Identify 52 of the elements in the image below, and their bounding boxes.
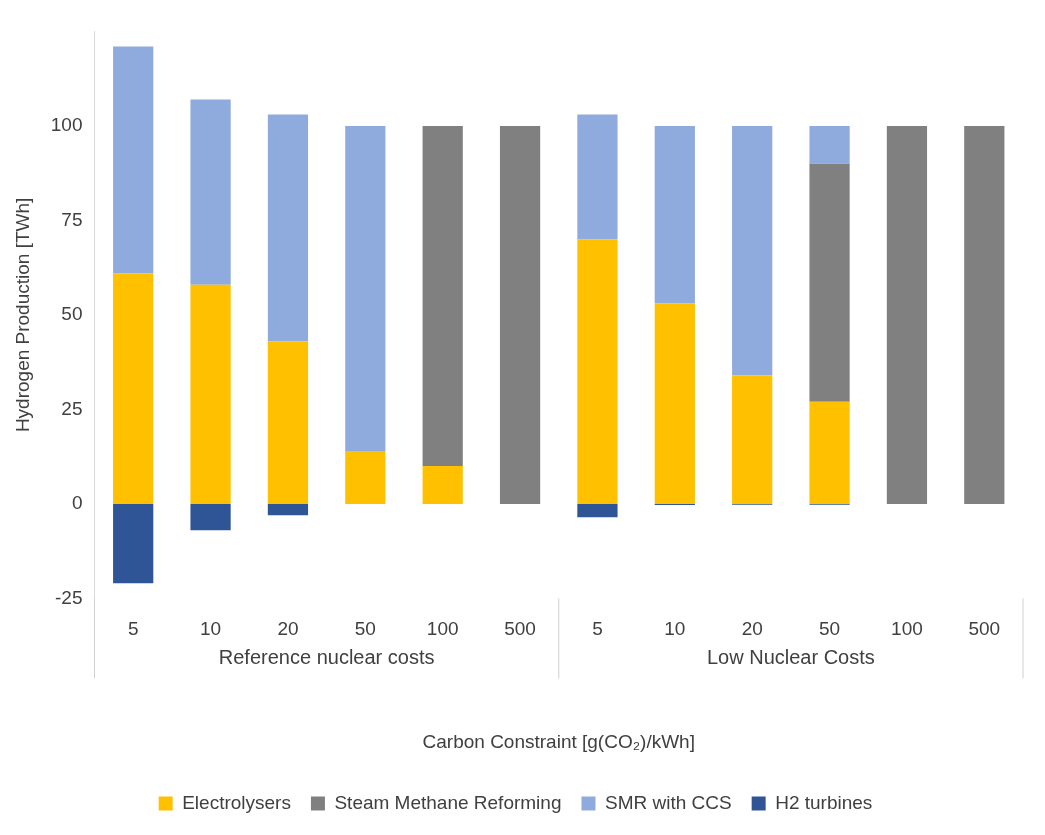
bar — [113, 273, 154, 504]
bar — [190, 284, 231, 504]
x-tick-label: 500 — [504, 618, 536, 640]
bar — [113, 46, 154, 274]
legend-label: SMR with CCS — [604, 791, 732, 813]
y-tick-label: 75 — [61, 208, 83, 230]
bar — [422, 466, 463, 504]
x-tick-label: 100 — [891, 618, 923, 640]
legend-label: Electrolysers — [182, 791, 291, 813]
bar — [499, 125, 541, 504]
y-tick-label: -25 — [55, 586, 83, 608]
bar — [809, 125, 850, 164]
x-tick-label: 20 — [741, 618, 763, 640]
x-tick-label: 20 — [277, 618, 299, 640]
bar — [732, 125, 773, 376]
x-tick-label: 10 — [664, 618, 686, 640]
bar — [345, 125, 386, 451]
bar — [809, 401, 850, 504]
legend-label: Steam Methane Reforming — [334, 791, 562, 813]
x-tick-label: 50 — [354, 618, 376, 640]
x-tick-label: 5 — [127, 618, 139, 640]
bar — [732, 375, 773, 504]
bar — [809, 163, 850, 402]
bar — [654, 303, 695, 504]
x-axis-title: Carbon Constraint [g(CO₂)/kWh] — [422, 730, 695, 752]
bar — [113, 503, 154, 584]
y-axis-title: Hydrogen Production [TWh] — [11, 197, 33, 433]
y-tick-label: 25 — [61, 397, 83, 419]
bar — [577, 503, 618, 518]
bar — [267, 341, 309, 504]
y-tick-label: 0 — [71, 492, 83, 514]
bar — [345, 450, 386, 504]
bar — [190, 99, 231, 285]
bar — [422, 125, 463, 467]
x-tick-label: 5 — [592, 618, 603, 640]
y-tick-label: 100 — [50, 114, 83, 136]
x-tick-label: 50 — [818, 618, 841, 640]
bar — [577, 114, 618, 240]
bar — [577, 239, 618, 504]
y-tick-label: 50 — [61, 303, 83, 325]
legend-label: H2 turbines — [775, 791, 873, 813]
bar — [267, 114, 309, 342]
x-tick-label: 100 — [426, 618, 459, 640]
x-tick-label: 500 — [968, 618, 1001, 640]
bar — [964, 125, 1005, 504]
bar — [886, 125, 928, 504]
text: Reference nuclear costs — [218, 645, 435, 668]
text: Low Nuclear Costs — [706, 645, 875, 668]
x-tick-label: 10 — [199, 618, 222, 640]
bar — [190, 503, 231, 531]
bar — [267, 503, 309, 516]
bar — [654, 125, 695, 304]
